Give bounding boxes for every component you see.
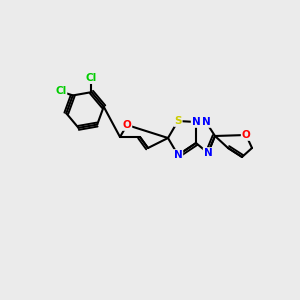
Text: O: O <box>123 120 131 130</box>
Text: Cl: Cl <box>55 86 66 96</box>
Text: O: O <box>242 130 250 140</box>
Text: N: N <box>202 117 210 127</box>
Text: Cl: Cl <box>86 73 97 83</box>
Text: N: N <box>192 117 200 127</box>
Text: N: N <box>174 150 182 160</box>
Text: S: S <box>174 116 182 126</box>
Text: N: N <box>204 148 212 158</box>
